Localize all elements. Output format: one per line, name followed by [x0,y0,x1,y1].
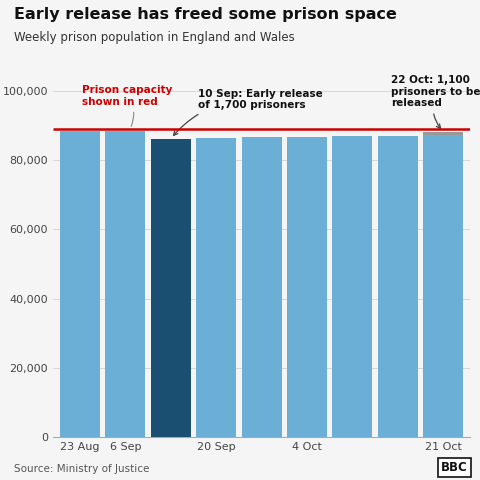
Text: Source: Ministry of Justice: Source: Ministry of Justice [14,464,150,474]
Bar [423,132,463,135]
Text: Prison capacity
shown in red: Prison capacity shown in red [82,85,173,126]
Text: 22 Oct: 1,100
prisoners to be
released: 22 Oct: 1,100 prisoners to be released [391,75,480,129]
Bar [106,131,145,437]
Bar [423,135,463,437]
Bar [287,137,327,437]
Text: 10 Sep: Early release
of 1,700 prisoners: 10 Sep: Early release of 1,700 prisoners [174,89,323,135]
Bar [378,136,418,437]
Text: Weekly prison population in England and Wales: Weekly prison population in England and … [14,31,295,44]
Bar [151,139,191,437]
Bar [241,137,282,437]
Text: Early release has freed some prison space: Early release has freed some prison spac… [14,7,397,22]
Text: BBC: BBC [441,461,468,474]
Bar [60,131,100,437]
Bar [333,136,372,437]
Bar [196,138,236,437]
